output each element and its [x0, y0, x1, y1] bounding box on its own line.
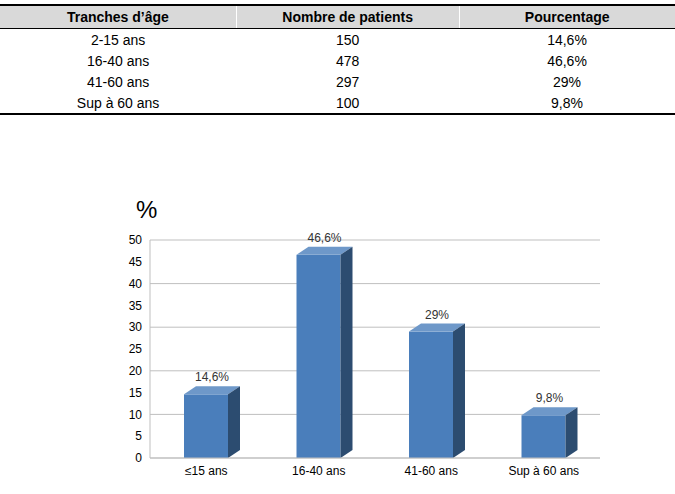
html-text:150: 150: [335, 31, 360, 48]
svg-text:15: 15: [129, 386, 143, 400]
svg-text:40: 40: [129, 277, 143, 291]
svg-text:46,6%: 46,6%: [307, 231, 341, 245]
html-text:297: 297: [335, 73, 360, 90]
html-text:100: 100: [335, 94, 360, 111]
html-text:14,6%: 14,6%: [547, 31, 587, 48]
svg-text:16-40 ans: 16-40 ans: [292, 464, 345, 478]
svg-text:≤15 ans: ≤15 ans: [185, 464, 228, 478]
svg-text:9,8%: 9,8%: [536, 391, 564, 405]
html-text:478: 478: [335, 52, 360, 69]
svg-text:30: 30: [129, 320, 143, 334]
svg-text:41-60 ans: 41-60 ans: [405, 464, 458, 478]
svg-text:10: 10: [129, 408, 143, 422]
html-text:Pourcentage: Pourcentage: [524, 9, 610, 25]
svg-text:35: 35: [129, 299, 143, 313]
svg-text:50: 50: [129, 233, 143, 247]
svg-text:14,6%: 14,6%: [195, 370, 229, 384]
html-text:Nombre de patients: Nombre de patients: [282, 9, 413, 25]
svg-text:29%: 29%: [425, 308, 449, 322]
svg-text:20: 20: [129, 364, 143, 378]
html-text:Sup à 60 ans: Sup à 60 ans: [76, 94, 160, 111]
html-text:16-40 ans: 16-40 ans: [87, 52, 150, 69]
html-text:41-60 ans: 41-60 ans: [87, 73, 150, 90]
html-text:2-15 ans: 2-15 ans: [90, 31, 146, 48]
html-text:Tranches d’âge: Tranches d’âge: [66, 9, 169, 25]
html-text:9,8%: 9,8%: [551, 94, 583, 111]
svg-text:45: 45: [129, 255, 143, 269]
svg-text:25: 25: [129, 342, 143, 356]
html-text:46,6%: 46,6%: [547, 52, 587, 69]
svg-text:Sup à 60 ans: Sup à 60 ans: [508, 464, 579, 478]
svg-text:5: 5: [135, 429, 142, 443]
svg-text:0: 0: [135, 451, 142, 465]
html-text:29%: 29%: [553, 73, 581, 90]
